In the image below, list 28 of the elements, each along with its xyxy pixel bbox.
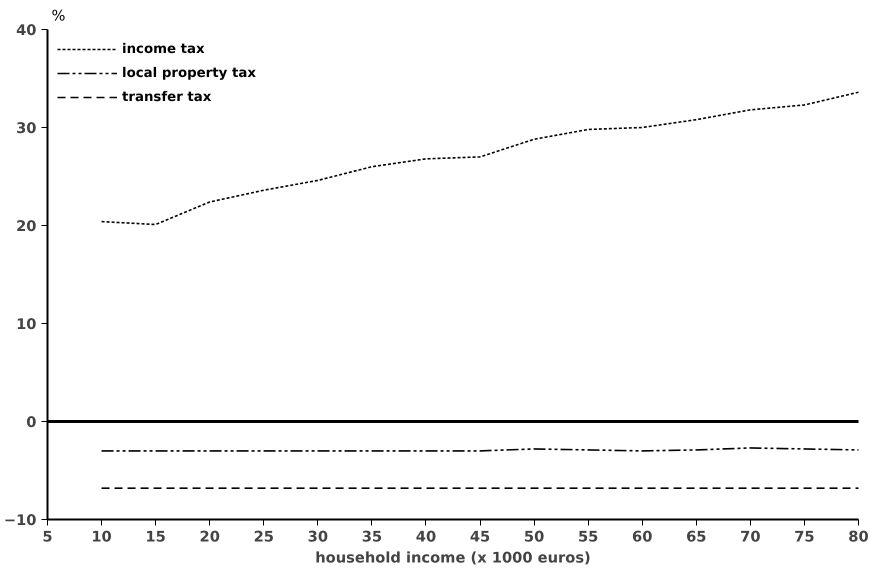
x-tick-label: 75 bbox=[794, 528, 815, 546]
line-series bbox=[100, 91, 858, 226]
legend-label: income tax bbox=[122, 42, 205, 56]
x-tick-label: 40 bbox=[416, 528, 436, 546]
y-tick-label: 10 bbox=[16, 316, 37, 333]
y-tick-label: 30 bbox=[16, 120, 37, 137]
y-tick-label: −10 bbox=[4, 512, 37, 529]
x-tick-label: 60 bbox=[632, 528, 652, 546]
x-tick-label: 25 bbox=[254, 528, 274, 546]
x-tick-label: 55 bbox=[578, 528, 598, 546]
x-tick-label: 35 bbox=[362, 528, 382, 546]
x-tick-label: 70 bbox=[740, 528, 761, 546]
x-axis-title: household income (x 1000 euros) bbox=[315, 550, 591, 566]
x-tick-label: 10 bbox=[91, 528, 112, 546]
y-tick-label: 40 bbox=[16, 22, 37, 39]
y-axis-title: % bbox=[52, 8, 66, 24]
y-tick-label: 0 bbox=[26, 414, 37, 431]
x-tick-label: 65 bbox=[686, 528, 707, 546]
x-tick-label: 5 bbox=[42, 528, 53, 546]
legend-label: local property tax bbox=[122, 66, 256, 80]
x-tick-label: 50 bbox=[524, 528, 544, 546]
x-tick-label: 20 bbox=[200, 528, 220, 546]
x-tick-label: 30 bbox=[308, 528, 328, 546]
legend-label: transfer tax bbox=[122, 90, 212, 104]
y-tick-label: 20 bbox=[16, 218, 37, 235]
x-tick-label: 15 bbox=[145, 528, 166, 546]
x-tick-label: 80 bbox=[848, 528, 869, 546]
x-tick-label: 45 bbox=[470, 528, 490, 546]
